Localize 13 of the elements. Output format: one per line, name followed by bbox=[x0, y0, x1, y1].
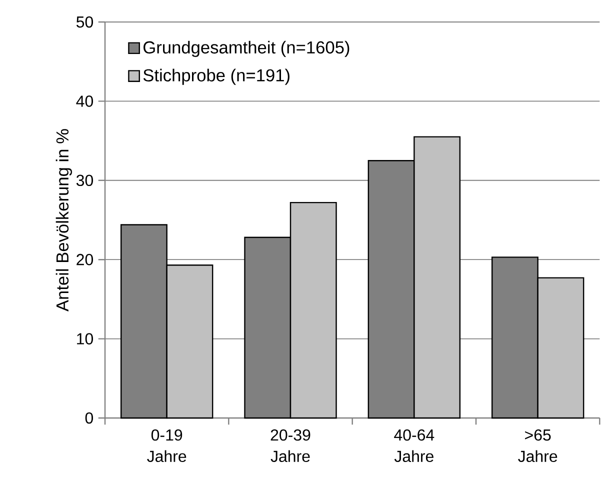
y-tick-label: 40 bbox=[76, 96, 94, 107]
x-tick-label: 20-39 Jahre bbox=[270, 429, 310, 462]
x-tick-label: >65 Jahre bbox=[518, 429, 558, 462]
y-tick-label: 0 bbox=[85, 412, 94, 424]
y-tick-label: 20 bbox=[76, 254, 94, 266]
legend-label: Grundgesamtheit (n=1605) bbox=[144, 40, 350, 58]
y-axis-title: Anteil Bevölkerung in % bbox=[56, 129, 72, 312]
y-tick-label: 30 bbox=[76, 174, 94, 186]
x-tick-label: 40-64 Jahre bbox=[394, 429, 434, 462]
x-tick-label: 0-19 Jahre bbox=[147, 429, 186, 462]
legend-label: Stichprobe (n=191) bbox=[143, 68, 290, 85]
y-tick-label: 10 bbox=[77, 333, 94, 344]
y-tick-label: 50 bbox=[76, 16, 94, 28]
